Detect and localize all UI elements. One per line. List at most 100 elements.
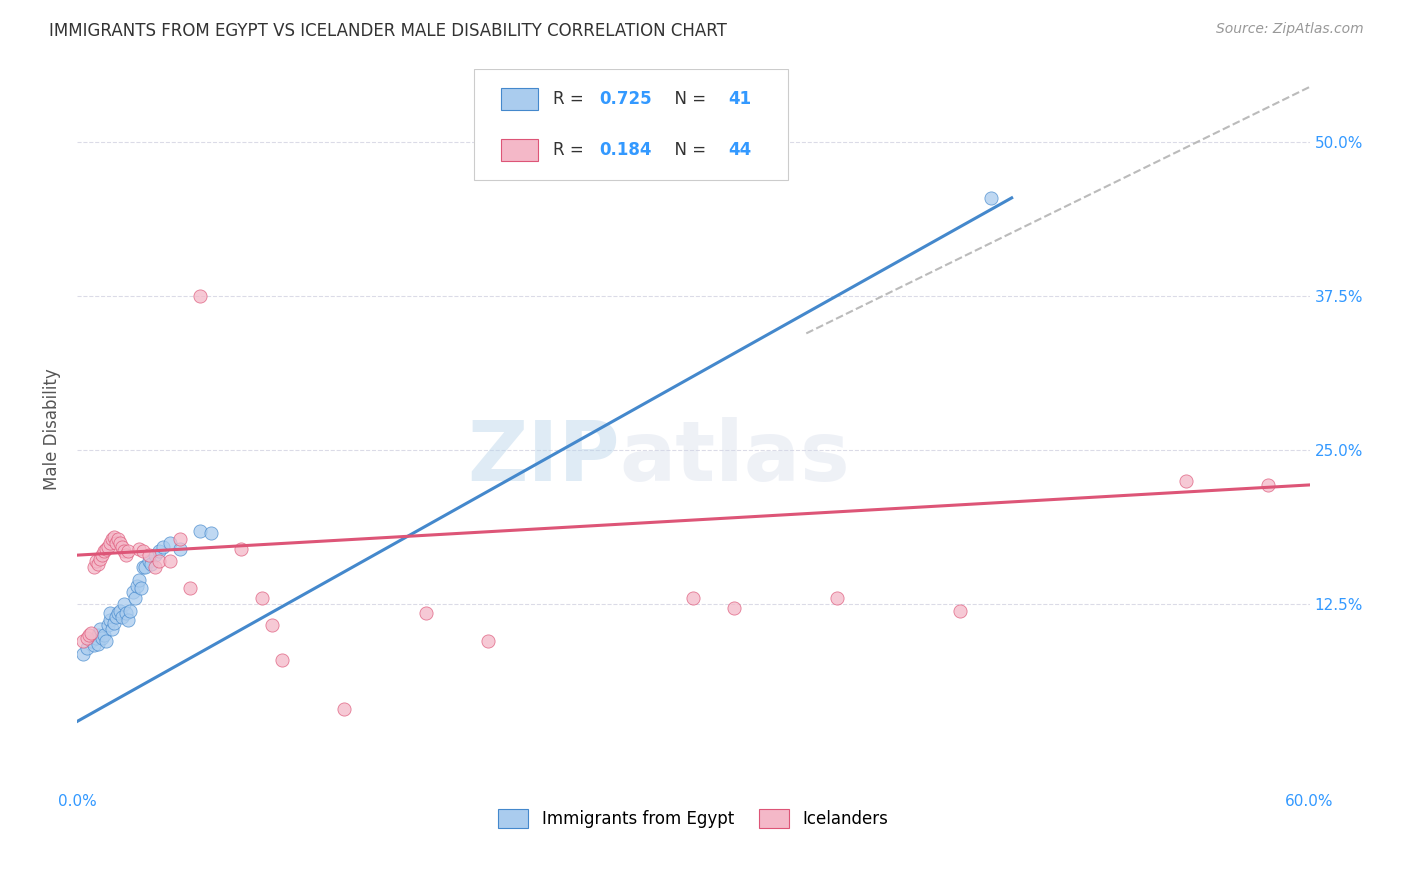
Point (79, 628, 101, 642)
Point (188, 289, 211, 303)
Point (112, 598, 135, 612)
Point (138, 548, 160, 562)
Point (120, 604, 142, 618)
Point (76, 631, 98, 645)
Point (111, 609, 134, 624)
Point (152, 540, 174, 554)
Point (86, 637, 108, 651)
Point (477, 634, 499, 648)
Point (415, 606, 437, 620)
Point (115, 548, 138, 562)
Point (98, 606, 121, 620)
Point (94, 541, 117, 556)
Point (103, 615, 125, 630)
Point (93, 544, 115, 558)
FancyBboxPatch shape (501, 88, 538, 110)
Point (143, 560, 166, 574)
Point (93, 628, 115, 642)
Point (134, 560, 156, 574)
Text: N =: N = (664, 90, 711, 108)
Point (117, 544, 139, 558)
Text: 44: 44 (728, 141, 751, 159)
Point (107, 532, 129, 546)
Legend: Immigrants from Egypt, Icelanders: Immigrants from Egypt, Icelanders (492, 803, 894, 835)
Point (188, 524, 211, 538)
Point (101, 532, 124, 546)
Point (86, 628, 108, 642)
Point (682, 591, 704, 606)
Point (159, 554, 181, 568)
Text: 0.725: 0.725 (599, 90, 652, 108)
Point (80, 634, 103, 648)
Point (125, 579, 148, 593)
Point (112, 544, 135, 558)
Point (132, 544, 155, 558)
Point (107, 606, 129, 620)
Text: 41: 41 (728, 90, 751, 108)
Point (72, 647, 94, 661)
Point (250, 591, 273, 606)
Point (271, 653, 294, 667)
Point (84, 554, 107, 568)
Point (825, 591, 848, 606)
Point (723, 601, 745, 615)
Point (115, 606, 138, 620)
Point (169, 541, 191, 556)
FancyBboxPatch shape (501, 139, 538, 161)
Point (179, 582, 201, 596)
Point (76, 640, 98, 655)
Point (111, 540, 134, 554)
Point (103, 530, 125, 544)
Point (80, 625, 103, 640)
Point (128, 541, 150, 556)
Point (105, 609, 128, 624)
Point (1175, 474, 1198, 488)
Text: ZIP: ZIP (467, 417, 620, 499)
Point (139, 557, 162, 571)
Point (132, 560, 155, 574)
Point (89, 552, 111, 566)
Text: atlas: atlas (620, 417, 851, 499)
Point (97, 540, 120, 554)
Point (333, 702, 356, 716)
Point (148, 554, 170, 568)
Point (117, 614, 139, 628)
Text: R =: R = (553, 90, 589, 108)
Point (94, 634, 117, 648)
Point (128, 573, 150, 587)
Text: IMMIGRANTS FROM EGYPT VS ICELANDER MALE DISABILITY CORRELATION CHART: IMMIGRANTS FROM EGYPT VS ICELANDER MALE … (49, 22, 727, 40)
Point (83, 560, 105, 574)
Text: Source: ZipAtlas.com: Source: ZipAtlas.com (1216, 22, 1364, 37)
Point (98, 614, 121, 628)
Point (121, 585, 143, 599)
Point (169, 532, 191, 546)
Point (148, 544, 170, 558)
Point (83, 638, 105, 652)
Point (110, 604, 132, 618)
Point (124, 591, 146, 606)
Point (143, 548, 166, 562)
Text: N =: N = (664, 141, 711, 159)
Text: R =: R = (553, 141, 589, 159)
Point (90, 548, 112, 562)
Point (110, 536, 132, 550)
Point (72, 634, 94, 648)
Point (101, 622, 124, 636)
Point (138, 554, 160, 568)
Point (159, 536, 181, 550)
Y-axis label: Male Disability: Male Disability (44, 368, 60, 490)
Point (84, 631, 107, 645)
Point (1257, 478, 1279, 492)
Point (949, 604, 972, 618)
Point (97, 618, 120, 632)
Point (200, 526, 222, 541)
Point (980, 191, 1002, 205)
FancyBboxPatch shape (474, 69, 789, 180)
Text: 0.184: 0.184 (599, 141, 652, 159)
Point (89, 622, 111, 636)
Point (86, 557, 108, 571)
Point (231, 541, 253, 556)
Point (129, 582, 152, 596)
Point (262, 618, 284, 632)
Point (90, 631, 112, 645)
